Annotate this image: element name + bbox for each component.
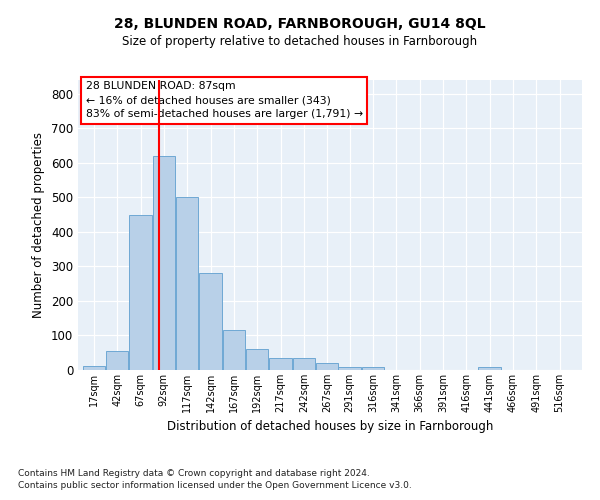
Bar — [246, 348, 268, 370]
Bar — [176, 198, 199, 370]
Bar — [152, 156, 175, 370]
Y-axis label: Number of detached properties: Number of detached properties — [32, 132, 46, 318]
X-axis label: Distribution of detached houses by size in Farnborough: Distribution of detached houses by size … — [167, 420, 493, 434]
Bar — [338, 366, 361, 370]
Text: Contains HM Land Registry data © Crown copyright and database right 2024.: Contains HM Land Registry data © Crown c… — [18, 468, 370, 477]
Bar — [223, 330, 245, 370]
Text: 28 BLUNDEN ROAD: 87sqm
← 16% of detached houses are smaller (343)
83% of semi-de: 28 BLUNDEN ROAD: 87sqm ← 16% of detached… — [86, 82, 362, 120]
Text: Contains public sector information licensed under the Open Government Licence v3: Contains public sector information licen… — [18, 481, 412, 490]
Text: 28, BLUNDEN ROAD, FARNBOROUGH, GU14 8QL: 28, BLUNDEN ROAD, FARNBOROUGH, GU14 8QL — [114, 18, 486, 32]
Bar — [130, 214, 152, 370]
Bar — [269, 358, 292, 370]
Bar — [316, 363, 338, 370]
Bar — [362, 367, 384, 370]
Bar — [293, 358, 315, 370]
Bar — [199, 274, 222, 370]
Bar — [106, 351, 128, 370]
Bar — [83, 366, 105, 370]
Text: Size of property relative to detached houses in Farnborough: Size of property relative to detached ho… — [122, 35, 478, 48]
Bar — [478, 367, 501, 370]
